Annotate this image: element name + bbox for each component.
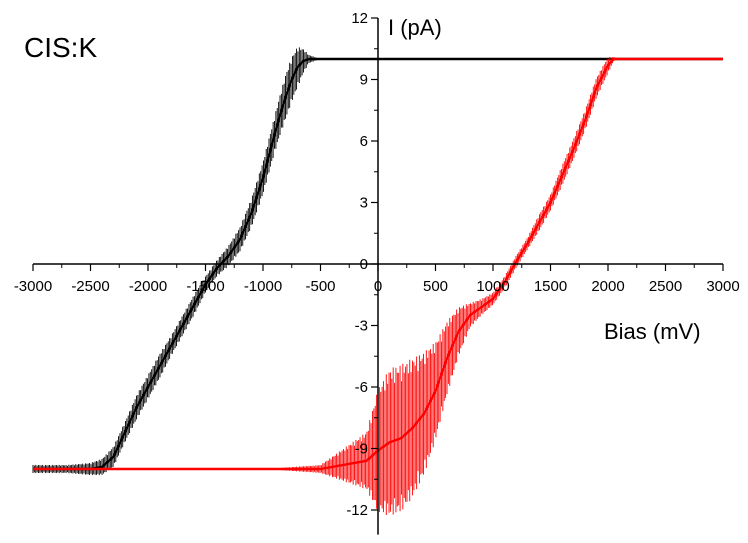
- error-bar: [32, 47, 318, 476]
- x-ticks: -3000 -2500 -2000 -1500 -1000 -500 0 500 1000 150…: [14, 264, 740, 295]
- y-axis-title: I (pA): [388, 15, 442, 40]
- y-ticks: -12 -9 -6 -3 0 3 6 9 12: [346, 10, 378, 519]
- x-tick-label: -3000: [14, 278, 52, 295]
- y-tick-label: 0: [360, 256, 368, 273]
- series-line: [33, 57, 723, 471]
- y-tick-label: -12: [346, 502, 368, 519]
- x-tick-label: -2000: [129, 278, 167, 295]
- x-tick-label: -500: [305, 278, 335, 295]
- x-tick-label: 0: [374, 278, 382, 295]
- y-tick-label: -9: [355, 441, 368, 458]
- y-tick-label: 3: [360, 195, 368, 212]
- y-tick-label: 12: [351, 10, 368, 27]
- x-tick-label: 3000: [706, 278, 739, 295]
- x-tick-label: 2000: [591, 278, 624, 295]
- series-line: [33, 57, 723, 471]
- y-tick-label: 9: [360, 72, 368, 89]
- x-tick-label: 1500: [534, 278, 567, 295]
- y-tick-label: 6: [360, 133, 368, 150]
- series-layer: [32, 47, 723, 515]
- x-tick-label: 1000: [476, 278, 509, 295]
- axis-layer: -3000 -2500 -2000 -1500 -1000 -500 0 500 1000 150…: [14, 10, 740, 535]
- series-2: [33, 56, 723, 515]
- series-1-error-bars: [32, 47, 318, 476]
- x-axis-title: Bias (mV): [604, 319, 701, 344]
- x-tick-label: 500: [423, 278, 448, 295]
- y-tick-label: -6: [355, 379, 368, 396]
- y-tick-label: -3: [355, 318, 368, 335]
- x-tick-label: -1000: [244, 278, 282, 295]
- x-tick-label: -1500: [186, 278, 224, 295]
- x-tick-label: -2500: [71, 278, 109, 295]
- x-tick-label: 2500: [649, 278, 682, 295]
- panel-label: CIS:K: [24, 32, 97, 63]
